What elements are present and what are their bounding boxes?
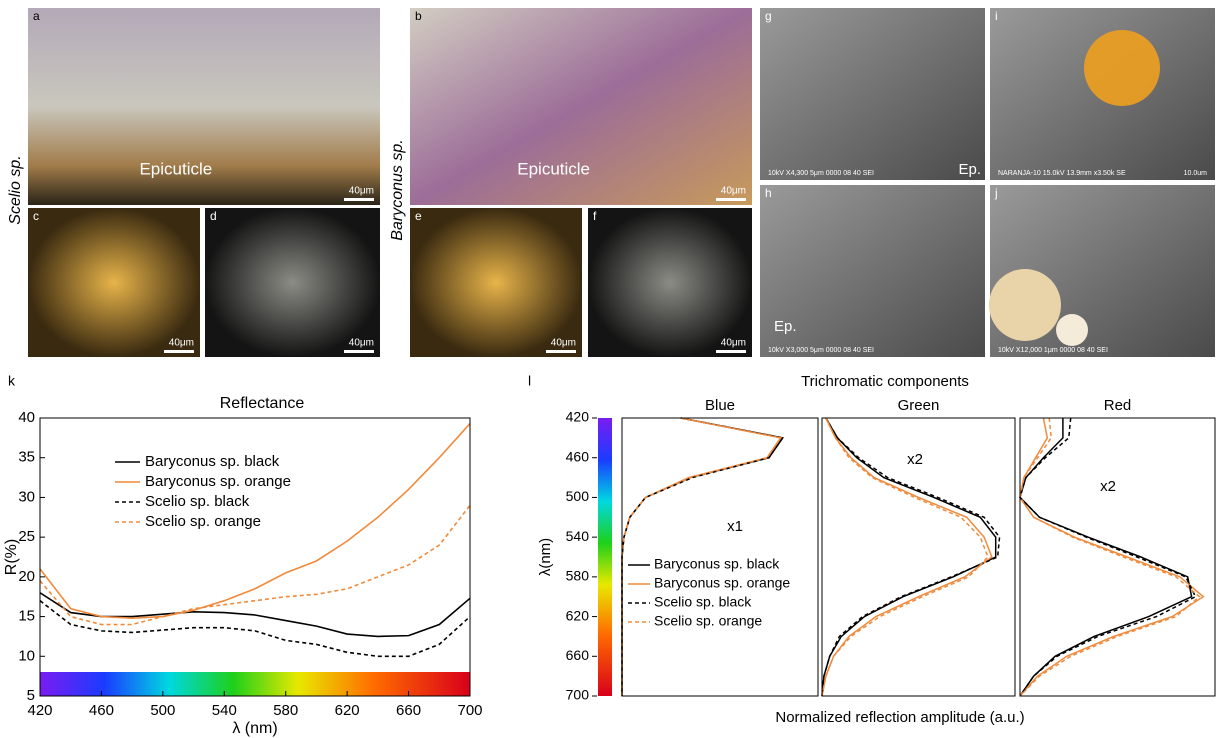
inset bbox=[989, 269, 1061, 341]
scale-bar bbox=[546, 350, 576, 353]
x-tick-label: 620 bbox=[335, 702, 360, 719]
photo-caption: 40μm bbox=[169, 338, 194, 349]
subplot-title: Green bbox=[898, 397, 940, 414]
photo-caption: 40μm bbox=[349, 338, 374, 349]
photo-caption: 40μm bbox=[721, 338, 746, 349]
y-tick-label: 700 bbox=[566, 687, 590, 703]
scale-bar bbox=[344, 198, 374, 201]
x-tick-label: 660 bbox=[396, 702, 421, 719]
y-tick-label: 10 bbox=[18, 647, 35, 664]
annotation: x2 bbox=[1100, 478, 1116, 495]
x-tick-label: 540 bbox=[212, 702, 237, 719]
spectrum-bar bbox=[40, 672, 470, 696]
photo-caption: NARANJA-10 15.0kV 13.9mm x3.50k SE bbox=[998, 170, 1126, 177]
scale-bar bbox=[716, 350, 746, 353]
photo-caption: 10kV X3,000 5μm 0000 08 40 SEI bbox=[768, 347, 874, 354]
x-tick-label: 460 bbox=[89, 702, 114, 719]
y-tick-label: 40 bbox=[18, 409, 35, 426]
species-label: Scelio sp. bbox=[7, 155, 24, 224]
panel-label: j bbox=[994, 186, 998, 200]
x-axis-label: λ (nm) bbox=[232, 720, 277, 737]
y-tick-label: 460 bbox=[566, 448, 590, 464]
species-label: Baryconus sp. bbox=[389, 139, 406, 240]
inset bbox=[1084, 30, 1160, 106]
subplot-title: Red bbox=[1104, 397, 1132, 414]
photo-caption: 10kV X4,300 5μm 0000 08 40 SEI bbox=[768, 170, 874, 177]
photo bbox=[28, 208, 200, 357]
x-tick-label: 420 bbox=[27, 702, 52, 719]
panel-label: i bbox=[995, 9, 998, 23]
panel-label: b bbox=[415, 9, 422, 23]
data-line bbox=[1020, 418, 1199, 696]
photo bbox=[760, 8, 985, 180]
y-axis-label: λ(nm) bbox=[537, 538, 554, 576]
y-tick-label: 30 bbox=[18, 488, 35, 505]
data-line bbox=[40, 593, 470, 637]
spectrum-bar bbox=[598, 418, 612, 696]
y-tick-label: 35 bbox=[18, 449, 35, 466]
legend-label: Baryconus sp. orange bbox=[654, 575, 790, 591]
legend-label: Scelio sp. orange bbox=[145, 513, 261, 530]
panel-label: c bbox=[33, 209, 39, 223]
subplot-title: Blue bbox=[705, 397, 735, 414]
data-line bbox=[822, 418, 988, 696]
photo-caption: Epicuticle bbox=[139, 159, 212, 178]
scale-bar bbox=[164, 350, 194, 353]
photo-caption: Ep. bbox=[774, 318, 797, 335]
legend-label: Scelio sp. black bbox=[654, 594, 752, 610]
plot-frame bbox=[1020, 418, 1215, 696]
photo-caption: 40μm bbox=[349, 186, 374, 197]
legend-label: Scelio sp. black bbox=[145, 493, 250, 510]
annotation: x2 bbox=[907, 451, 923, 468]
legend-label: Baryconus sp. black bbox=[145, 453, 280, 470]
chart-title: Trichromatic components bbox=[801, 373, 969, 390]
panel-label: l bbox=[528, 373, 531, 389]
panel-label: g bbox=[765, 9, 772, 23]
data-line bbox=[1020, 418, 1196, 696]
photo-caption: Ep. bbox=[958, 161, 981, 178]
photo-panels: a Epicuticle 40μm b Epicuticle 40μm c 40μm d 40μm… bbox=[28, 8, 1215, 357]
y-tick-label: 620 bbox=[566, 607, 590, 623]
chart-title: Reflectance bbox=[220, 395, 305, 412]
x-tick-label: 580 bbox=[273, 702, 298, 719]
photo-caption: Epicuticle bbox=[517, 159, 590, 178]
y-tick-label: 20 bbox=[18, 568, 35, 585]
annotation: x1 bbox=[727, 518, 743, 535]
photo-caption: 40μm bbox=[721, 186, 746, 197]
figure: a Epicuticle 40μm b Epicuticle 40μm c 40μm d 40μm… bbox=[0, 0, 1222, 738]
y-tick-label: 25 bbox=[18, 528, 35, 545]
y-tick-label: 540 bbox=[566, 528, 590, 544]
data-line bbox=[1020, 418, 1203, 696]
y-tick-label: 580 bbox=[566, 568, 590, 584]
panel-label: h bbox=[765, 186, 772, 200]
data-line bbox=[1020, 418, 1192, 696]
panel-label: a bbox=[33, 9, 40, 23]
photo-caption: 10.0um bbox=[1184, 170, 1208, 177]
scale-bar bbox=[344, 350, 374, 353]
legend-label: Baryconus sp. orange bbox=[145, 473, 291, 490]
x-tick-label: 700 bbox=[457, 702, 482, 719]
photo-caption: 40μm bbox=[551, 338, 576, 349]
panel-label: d bbox=[210, 209, 217, 223]
legend-label: Baryconus sp. black bbox=[654, 556, 780, 572]
x-axis-label: Normalized reflection amplitude (a.u.) bbox=[775, 709, 1024, 726]
scale-bar bbox=[716, 198, 746, 201]
inset bbox=[1056, 314, 1088, 346]
data-line bbox=[40, 601, 470, 657]
y-tick-label: 420 bbox=[566, 409, 590, 425]
photo-caption: 10kV X12,000 1μm 0000 08 40 SEI bbox=[998, 347, 1108, 354]
photo bbox=[588, 208, 752, 357]
y-tick-label: 660 bbox=[566, 647, 590, 663]
y-tick-label: 15 bbox=[18, 608, 35, 625]
legend-label: Scelio sp. orange bbox=[654, 613, 762, 629]
photo bbox=[410, 208, 582, 357]
y-tick-label: 500 bbox=[566, 488, 590, 504]
panel-label: e bbox=[415, 209, 422, 223]
photo bbox=[205, 208, 380, 357]
panel-label: k bbox=[8, 373, 16, 389]
x-tick-label: 500 bbox=[150, 702, 175, 719]
